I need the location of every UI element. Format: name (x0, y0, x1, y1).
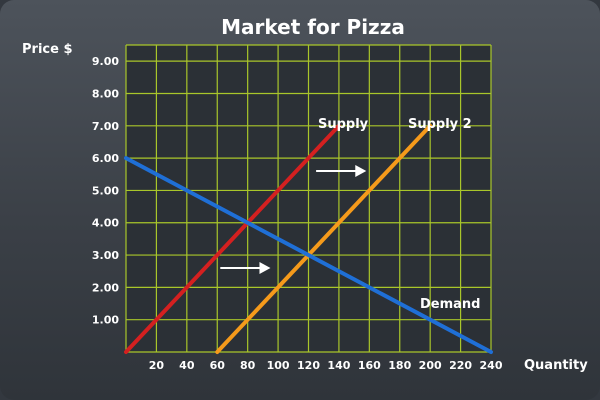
x-tick-labels: 20 40 60 80 100 120 140 160 180 200 220 240 (149, 359, 503, 372)
x-tick-label: 40 (179, 359, 195, 372)
series-line-supply-2 (215, 123, 433, 354)
y-tick-label: 5.00 (92, 184, 119, 197)
series-layer (124, 123, 493, 354)
series-label-demand: Demand (420, 297, 481, 312)
x-tick-label: 100 (267, 359, 290, 372)
x-tick-label: 240 (480, 359, 503, 372)
grid (125, 44, 492, 353)
x-tick-label: 180 (388, 359, 411, 372)
x-tick-label: 200 (419, 359, 442, 372)
y-tick-label: 8.00 (92, 87, 119, 100)
y-tick-label: 7.00 (92, 120, 119, 133)
x-tick-label: 60 (210, 359, 226, 372)
x-tick-label: 120 (297, 359, 320, 372)
series-label-supply-2: Supply 2 (408, 117, 472, 132)
x-tick-label: 80 (240, 359, 256, 372)
y-tick-label: 1.00 (92, 314, 119, 327)
x-axis-label: Quantity (524, 358, 588, 373)
annotation-layer (220, 165, 367, 274)
y-tick-label: 2.00 (92, 281, 119, 294)
y-tick-labels: 1.00 2.00 3.00 4.00 5.00 6.00 7.00 8.00 9.00 (92, 55, 119, 327)
shift-arrow-head (355, 165, 367, 178)
y-tick-label: 3.00 (92, 249, 119, 262)
x-tick-label: 220 (449, 359, 472, 372)
series-label-supply: Supply (318, 117, 369, 132)
x-tick-label: 20 (149, 359, 165, 372)
y-tick-label: 9.00 (92, 55, 119, 68)
series-line-demand (124, 156, 493, 354)
x-tick-label: 140 (327, 359, 350, 372)
x-tick-label: 160 (358, 359, 381, 372)
y-tick-label: 4.00 (92, 217, 119, 230)
chart-title: Market for Pizza (221, 15, 405, 39)
y-tick-label: 6.00 (92, 152, 119, 165)
y-axis-label: Price $ (22, 42, 73, 57)
series-line-supply (124, 123, 341, 354)
shift-arrow-head (259, 261, 271, 274)
